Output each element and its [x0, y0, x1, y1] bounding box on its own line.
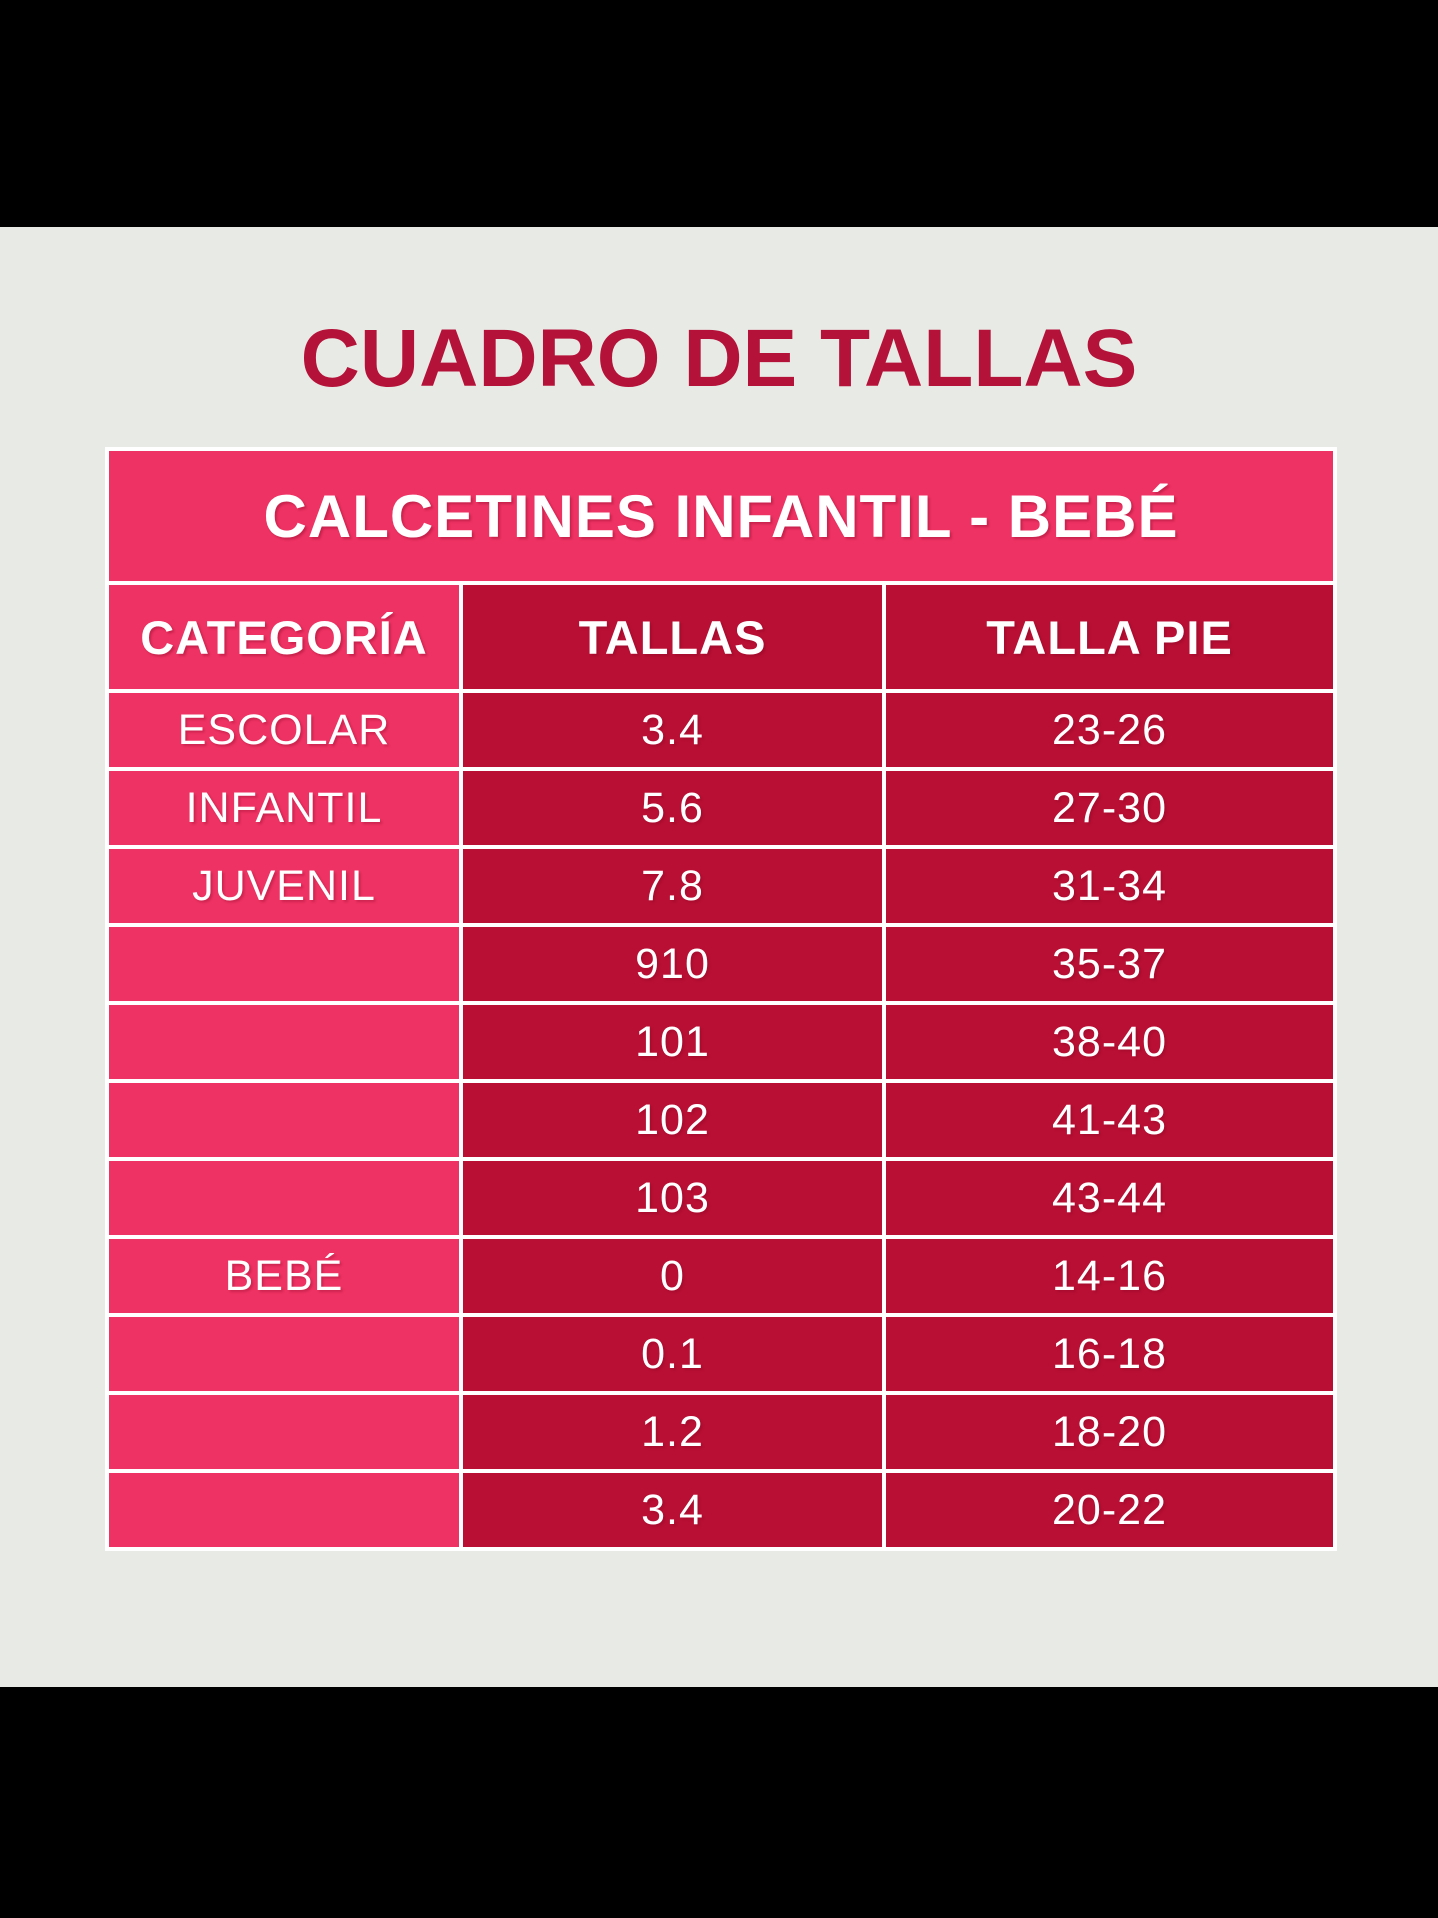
column-header-tallas: TALLAS	[459, 581, 886, 693]
talla-pie-cell: 23-26	[882, 689, 1337, 771]
table-row: 0.1 16-18	[105, 1313, 1337, 1395]
table-banner: CALCETINES INFANTIL - BEBÉ	[105, 447, 1337, 585]
category-cell	[105, 1313, 463, 1395]
talla-pie-cell: 35-37	[882, 923, 1337, 1005]
category-cell	[105, 1079, 463, 1161]
talla-pie-cell: 27-30	[882, 767, 1337, 849]
table-row: 3.4 20-22	[105, 1469, 1337, 1551]
category-cell	[105, 1157, 463, 1239]
tallas-cell: 1.2	[459, 1391, 886, 1473]
banner-row: CALCETINES INFANTIL - BEBÉ	[105, 447, 1337, 585]
tallas-cell: 7.8	[459, 845, 886, 927]
category-cell: INFANTIL	[105, 767, 463, 849]
table-row: JUVENIL 7.8 31-34	[105, 845, 1337, 927]
tallas-cell: 0	[459, 1235, 886, 1317]
category-cell	[105, 1469, 463, 1551]
tallas-cell: 5.6	[459, 767, 886, 849]
column-header-categoria: CATEGORÍA	[105, 581, 463, 693]
column-header-row: CATEGORÍA TALLAS TALLA PIE	[105, 581, 1337, 693]
table-row: BEBÉ 0 14-16	[105, 1235, 1337, 1317]
talla-pie-cell: 38-40	[882, 1001, 1337, 1083]
tallas-cell: 101	[459, 1001, 886, 1083]
talla-pie-cell: 18-20	[882, 1391, 1337, 1473]
tallas-cell: 102	[459, 1079, 886, 1161]
talla-pie-cell: 43-44	[882, 1157, 1337, 1239]
table-row: 1.2 18-20	[105, 1391, 1337, 1473]
tallas-cell: 910	[459, 923, 886, 1005]
tallas-cell: 0.1	[459, 1313, 886, 1395]
category-cell	[105, 1391, 463, 1473]
category-cell: JUVENIL	[105, 845, 463, 927]
tallas-cell: 3.4	[459, 1469, 886, 1551]
content-area: CUADRO DE TALLAS CALCETINES INFANTIL - B…	[0, 227, 1438, 1687]
table-row: 103 43-44	[105, 1157, 1337, 1239]
talla-pie-cell: 20-22	[882, 1469, 1337, 1551]
size-chart-table: CALCETINES INFANTIL - BEBÉ CATEGORÍA TAL…	[105, 447, 1337, 1551]
table-row: 101 38-40	[105, 1001, 1337, 1083]
tallas-cell: 103	[459, 1157, 886, 1239]
category-cell	[105, 923, 463, 1005]
column-header-talla-pie: TALLA PIE	[882, 581, 1337, 693]
tallas-cell: 3.4	[459, 689, 886, 771]
page-title: CUADRO DE TALLAS	[300, 313, 1138, 404]
table-row: 102 41-43	[105, 1079, 1337, 1161]
talla-pie-cell: 31-34	[882, 845, 1337, 927]
talla-pie-cell: 14-16	[882, 1235, 1337, 1317]
category-cell	[105, 1001, 463, 1083]
table-row: ESCOLAR 3.4 23-26	[105, 689, 1337, 771]
table-row: 910 35-37	[105, 923, 1337, 1005]
category-cell: ESCOLAR	[105, 689, 463, 771]
talla-pie-cell: 16-18	[882, 1313, 1337, 1395]
letterbox-top	[0, 0, 1438, 227]
category-cell: BEBÉ	[105, 1235, 463, 1317]
letterbox-bottom	[0, 1687, 1438, 1918]
talla-pie-cell: 41-43	[882, 1079, 1337, 1161]
table-row: INFANTIL 5.6 27-30	[105, 767, 1337, 849]
